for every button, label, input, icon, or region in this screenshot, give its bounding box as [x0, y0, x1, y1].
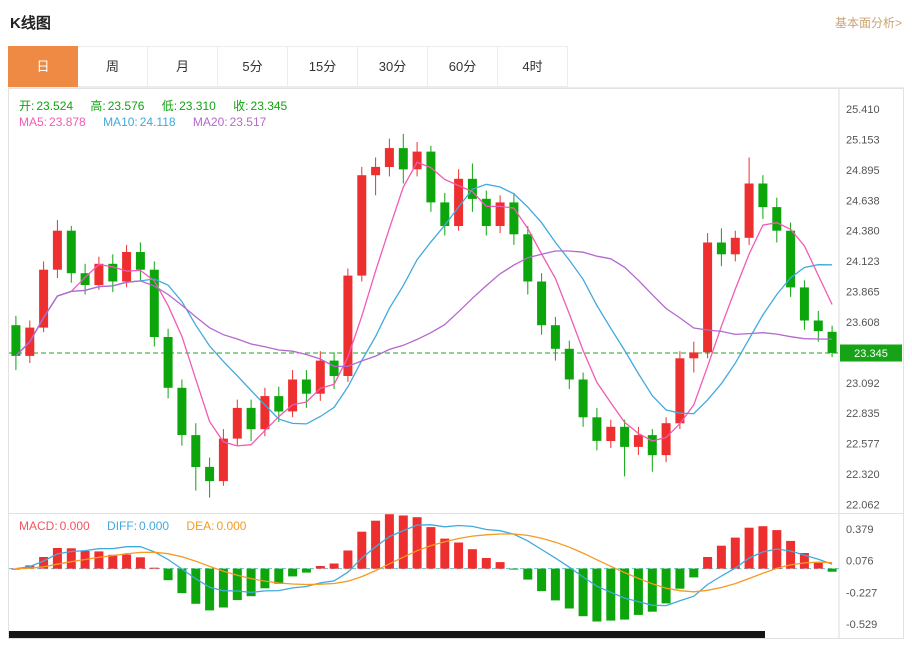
diff-pair: DIFF: 0.000: [107, 519, 169, 533]
ma10-pair: MA10: 24.118: [103, 115, 176, 129]
svg-text:25.410: 25.410: [846, 104, 880, 116]
ma5-pair: MA5: 23.878: [19, 115, 86, 129]
tab-4hour[interactable]: 4时: [498, 46, 568, 87]
macd-chart[interactable]: 0.379 0.076 -0.227 -0.529: [9, 514, 903, 638]
macd-pair: MACD: 0.000: [19, 519, 90, 533]
svg-text:23.345: 23.345: [854, 348, 888, 360]
macd-label: MACD:: [19, 519, 58, 533]
chart-scrollbar[interactable]: [9, 631, 765, 638]
ma20-pair: MA20: 23.517: [193, 115, 266, 129]
tab-week[interactable]: 周: [78, 46, 148, 87]
dea-value: 0.000: [216, 519, 247, 533]
tab-5min[interactable]: 5分: [218, 46, 288, 87]
tab-15min[interactable]: 15分: [288, 46, 358, 87]
svg-text:0.076: 0.076: [846, 556, 874, 568]
ohlc-info: 开: 23.524 高: 23.576 低: 23.310 收: 23.345: [19, 97, 301, 114]
ma20-label: MA20:: [192, 115, 228, 129]
ma10-label: MA10:: [103, 115, 138, 129]
dea-label: DEA:: [186, 519, 215, 533]
tab-month[interactable]: 月: [148, 46, 218, 87]
svg-text:22.320: 22.320: [846, 469, 880, 481]
svg-text:25.153: 25.153: [846, 134, 880, 146]
open-pair: 开: 23.524: [19, 99, 73, 113]
close-label: 收:: [233, 99, 249, 113]
close-pair: 收: 23.345: [233, 99, 287, 113]
ma5-label: MA5:: [19, 115, 48, 129]
ma10-value: 24.118: [139, 115, 176, 129]
macd-panel: 0.379 0.076 -0.227 -0.529 MACD: 0.000 DIFF: 0…: [9, 513, 903, 638]
page-title: K线图: [10, 14, 51, 32]
tab-60min[interactable]: 60分: [428, 46, 498, 87]
svg-text:-0.529: -0.529: [846, 619, 877, 631]
low-label: 低:: [161, 99, 178, 113]
macd-value: 0.000: [59, 519, 90, 533]
chart-panel: 25.410 25.153 24.895 24.638 24.380 24.123 23.8…: [8, 88, 904, 639]
tab-day[interactable]: 日: [8, 46, 78, 87]
svg-text:23.092: 23.092: [846, 378, 880, 390]
svg-text:0.379: 0.379: [846, 524, 874, 536]
svg-text:22.577: 22.577: [846, 439, 880, 451]
high-value: 23.576: [107, 99, 145, 113]
interval-tab-bar: 日 周 月 5分 15分 30分 60分 4时: [8, 46, 904, 88]
macd-info: MACD: 0.000 DIFF: 0.000 DEA: 0.000: [19, 519, 260, 533]
svg-text:23.608: 23.608: [846, 317, 880, 329]
svg-text:24.895: 24.895: [846, 165, 880, 177]
main-chart[interactable]: 25.410 25.153 24.895 24.638 24.380 24.123 23.8…: [9, 89, 903, 513]
svg-text:24.380: 24.380: [846, 226, 880, 238]
svg-text:24.638: 24.638: [846, 195, 880, 207]
high-pair: 高: 23.576: [90, 99, 144, 113]
svg-text:-0.227: -0.227: [846, 588, 877, 600]
close-value: 23.345: [250, 99, 288, 113]
header: K线图 基本面分析>: [0, 0, 912, 34]
ma-info: MA5: 23.878 MA10: 24.118 MA20: 23.517: [19, 115, 280, 129]
fundamental-analysis-link[interactable]: 基本面分析>: [834, 15, 902, 30]
svg-text:23.865: 23.865: [846, 287, 880, 299]
diff-value: 0.000: [139, 519, 170, 533]
high-label: 高:: [90, 99, 106, 113]
tab-30min[interactable]: 30分: [358, 46, 428, 87]
ma5-value: 23.878: [49, 115, 86, 129]
svg-text:22.835: 22.835: [846, 408, 880, 420]
open-value: 23.524: [36, 99, 74, 113]
ma20-value: 23.517: [229, 115, 267, 129]
diff-label: DIFF:: [107, 519, 138, 533]
svg-text:24.123: 24.123: [846, 256, 880, 268]
dea-pair: DEA: 0.000: [186, 519, 246, 533]
svg-text:22.062: 22.062: [846, 500, 880, 512]
open-label: 开:: [19, 99, 35, 113]
low-value: 23.310: [179, 99, 216, 113]
low-pair: 低: 23.310: [162, 99, 216, 113]
